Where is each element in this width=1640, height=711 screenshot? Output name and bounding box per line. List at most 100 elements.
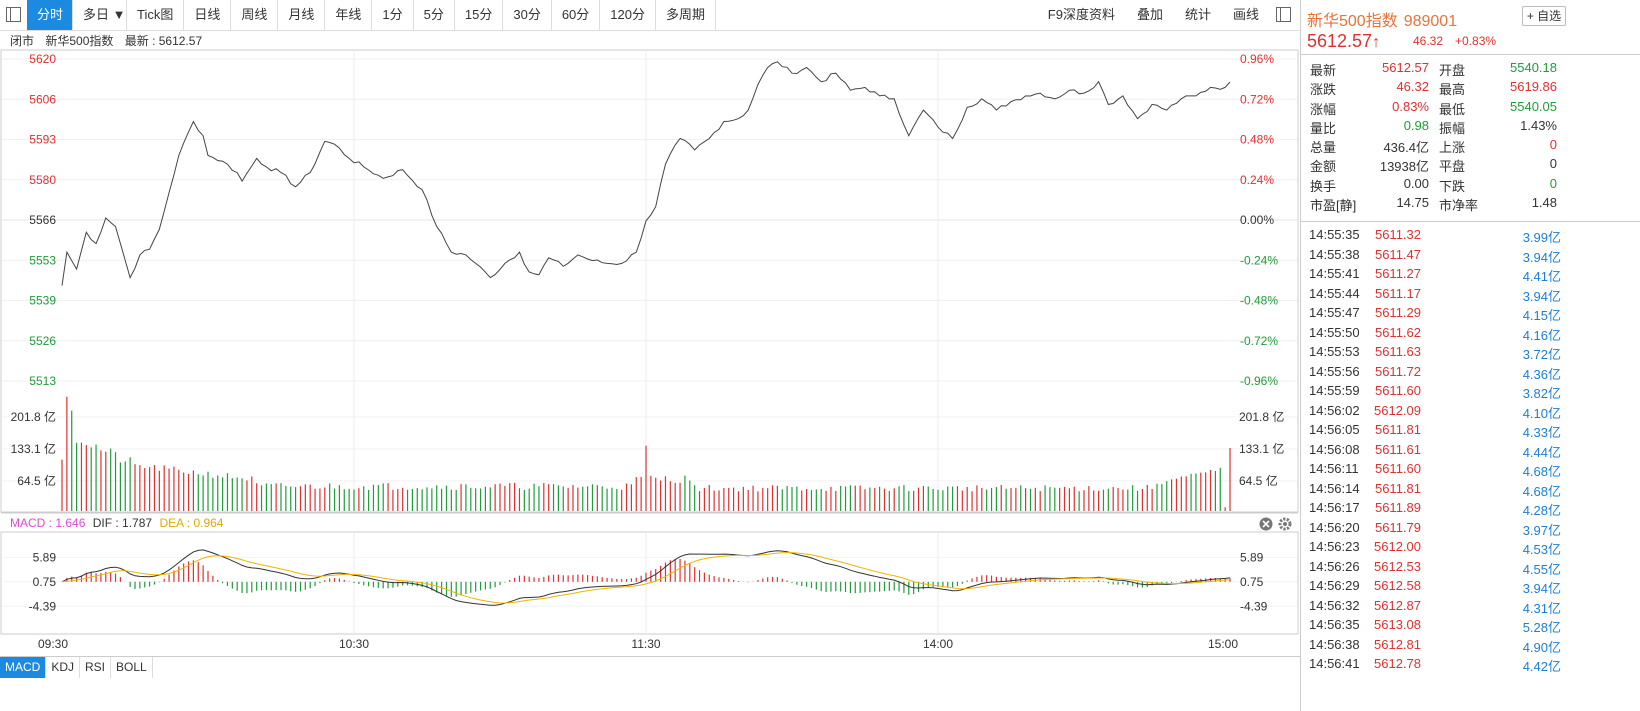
tab-period-9[interactable]: 15分 — [455, 0, 504, 30]
tab-period-6[interactable]: 年线 — [325, 0, 373, 30]
tab-period-10[interactable]: 30分 — [503, 0, 552, 30]
volume-tick-label: 201.8 亿 — [1239, 409, 1284, 424]
settings-gear-icon[interactable] — [1278, 517, 1292, 531]
tick-price: 5611.27 — [1374, 266, 1421, 281]
tick-time: 14:55:47 — [1309, 305, 1360, 320]
tick-volume: 3.94亿 — [1522, 249, 1561, 265]
tick-row: 14:56:02 5612.09 4.10亿 — [1301, 403, 1640, 423]
tick-volume: 3.82亿 — [1522, 386, 1561, 401]
tab-indicator-boll[interactable]: BOLL — [111, 657, 153, 678]
stat-row: 市盈[静] 14.75 市净率 1.48 — [1301, 195, 1640, 214]
pct-tick-label: -0.24% — [1240, 253, 1278, 267]
pct-tick-label: 0.48% — [1240, 133, 1274, 147]
volume-tick-label: 133.1 亿 — [11, 441, 56, 456]
tick-volume: 4.28亿 — [1522, 503, 1561, 518]
price-line — [61, 61, 1231, 286]
stat-value: 5540.18 — [1510, 60, 1557, 75]
price-tick-label: 5539 — [29, 294, 56, 308]
tick-time: 14:56:20 — [1309, 519, 1360, 535]
tick-time: 14:56:08 — [1309, 441, 1360, 457]
tab-period-12[interactable]: 120分 — [600, 0, 656, 30]
tool-button-2[interactable]: 统计 — [1184, 7, 1211, 22]
favorite-label: 自选 — [1537, 9, 1562, 23]
sidebar-toggle-icon[interactable] — [6, 7, 21, 22]
pct-tick-label: 0.24% — [1240, 173, 1274, 187]
tab-period-3[interactable]: 日线 — [184, 0, 232, 30]
tab-period-8[interactable]: 5分 — [414, 0, 455, 30]
tick-volume: 4.10亿 — [1522, 405, 1561, 421]
tick-row: 14:55:53 5611.63 3.72亿 — [1301, 344, 1640, 364]
tick-time: 14:55:44 — [1309, 285, 1360, 301]
stat-label: 振幅 — [1439, 120, 1466, 136]
tab-period-5[interactable]: 月线 — [278, 0, 326, 30]
stat-label: 下跌 — [1439, 178, 1466, 194]
tick-row: 14:55:38 5611.47 3.94亿 — [1301, 247, 1640, 267]
tick-price: 5611.63 — [1374, 344, 1421, 359]
macd-tick-label: 5.89 — [33, 550, 57, 564]
tick-price: 5611.72 — [1374, 363, 1421, 379]
tool-button-1[interactable]: 叠加 — [1136, 7, 1163, 22]
dif-line — [61, 549, 1231, 606]
tick-volume: 4.42亿 — [1522, 659, 1561, 674]
tick-price: 5612.09 — [1374, 402, 1421, 418]
stat-row: 最新 5612.57 开盘 5540.18 — [1301, 60, 1640, 79]
stat-value: 0 — [1549, 175, 1557, 191]
panel-frame — [0, 49, 1299, 513]
tab-indicator-rsi[interactable]: RSI — [80, 657, 112, 678]
stat-row: 金额 13938亿 平盘 0 — [1301, 156, 1640, 175]
price-value: 5612.57 — [1307, 31, 1373, 51]
tab-period-4[interactable]: 周线 — [231, 0, 279, 30]
tick-time: 14:56:14 — [1309, 480, 1360, 496]
stat-value: 0 — [1549, 137, 1557, 153]
price-tick-label: 5513 — [29, 374, 56, 388]
tick-time: 14:56:23 — [1309, 539, 1360, 554]
security-code: 989001 — [1403, 13, 1458, 30]
tick-time: 14:56:32 — [1309, 597, 1360, 613]
quote-info-line: 闭市 新华500指数 最新 : 5612.57 — [10, 32, 210, 50]
pct-tick-label: -0.72% — [1240, 334, 1278, 348]
tick-time: 14:56:26 — [1309, 558, 1360, 574]
tick-row: 14:56:11 5611.60 4.68亿 — [1301, 461, 1640, 481]
market-status: 闭市 — [10, 34, 35, 48]
panel-frame — [0, 531, 1299, 635]
tab-period-0[interactable]: 分时 — [27, 0, 73, 30]
tick-row: 14:56:17 5611.89 4.28亿 — [1301, 500, 1640, 520]
intraday-chart[interactable]: 5620 0.96% 5606 0.72% 5593 0.48% 5580 0.24% 5566… — [0, 0, 1300, 711]
tick-price: 5612.81 — [1374, 636, 1421, 652]
stat-value: 13938亿 — [1379, 159, 1429, 175]
tick-row: 14:56:14 5611.81 4.68亿 — [1301, 481, 1640, 501]
tick-price: 5612.58 — [1374, 578, 1421, 593]
tick-time: 14:55:50 — [1309, 324, 1360, 340]
tab-period-7[interactable]: 1分 — [372, 0, 414, 30]
stats-table: 最新 5612.57 开盘 5540.18 涨跌 46.32 最高 5619.86 涨幅 0.83… — [1301, 60, 1640, 214]
add-favorite-button[interactable]: + 自选 — [1522, 6, 1566, 26]
pct-tick-label: 0.00% — [1240, 213, 1274, 227]
time-axis-label: 15:00 — [1208, 637, 1238, 651]
quote-side-panel: 新华500指数 989001 + 自选 5612.57↑ 46.32 +0.83%… — [1300, 0, 1640, 711]
tick-price: 5612.87 — [1374, 597, 1421, 613]
stat-row: 总量 436.4亿 上涨 0 — [1301, 137, 1640, 156]
divider — [1301, 221, 1640, 222]
tab-indicator-macd[interactable]: MACD — [0, 657, 47, 678]
tick-price: 5611.81 — [1374, 422, 1421, 437]
tick-time: 14:56:05 — [1309, 422, 1360, 437]
tool-button-3[interactable]: 画线 — [1232, 7, 1259, 22]
tab-period-1[interactable]: 多日 ▼ — [73, 0, 127, 30]
tab-period-2[interactable]: Tick图 — [127, 0, 185, 30]
tab-indicator-kdj[interactable]: KDJ — [46, 657, 81, 678]
tick-time: 14:55:38 — [1309, 246, 1360, 262]
tab-period-11[interactable]: 60分 — [552, 0, 601, 30]
close-icon[interactable] — [1259, 517, 1273, 531]
tool-button-0[interactable]: F9深度资料 — [1047, 7, 1115, 22]
tick-list[interactable]: 14:55:35 5611.32 3.99亿 14:55:38 5611.47 3.94亿… — [1301, 227, 1640, 676]
volume-tick-label: 201.8 亿 — [11, 409, 56, 424]
tick-volume: 4.90亿 — [1522, 639, 1561, 655]
tick-volume: 3.97亿 — [1522, 522, 1561, 538]
current-price: 5612.57↑ — [1307, 31, 1380, 52]
tick-volume: 4.55亿 — [1522, 561, 1561, 577]
panel-toggle-icon[interactable] — [1276, 7, 1291, 22]
tab-period-13[interactable]: 多周期 — [656, 0, 717, 30]
tick-price: 5611.61 — [1374, 441, 1421, 457]
stat-value: 436.4亿 — [1383, 140, 1429, 156]
tick-volume: 4.16亿 — [1522, 327, 1561, 343]
